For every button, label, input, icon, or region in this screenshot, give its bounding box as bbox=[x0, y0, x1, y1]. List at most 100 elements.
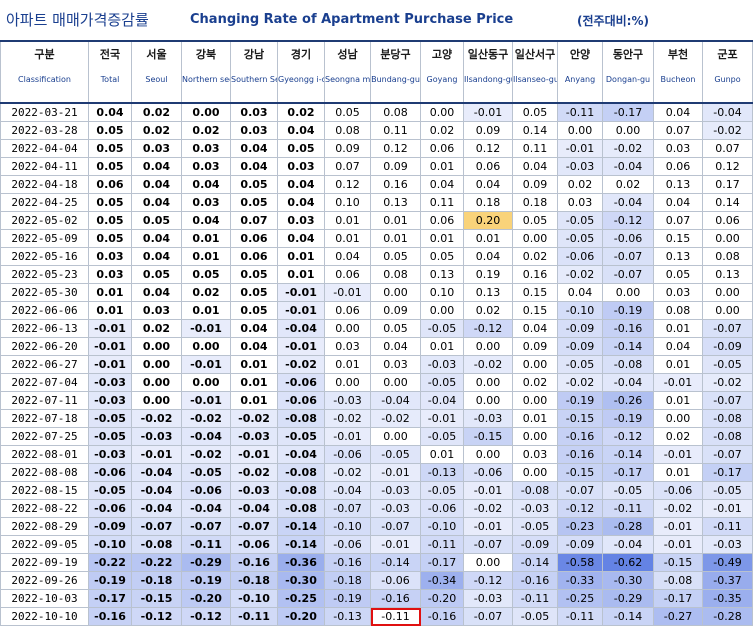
table-row: 2022-03-28 0.05 0.02 0.02 0.03 0.04 0.08 0.11 0.… bbox=[0, 121, 753, 140]
cell-gyeongg-i-do: -0.08 bbox=[277, 499, 325, 518]
cell-gyeongg-i-do: -0.25 bbox=[277, 589, 325, 608]
cell-southern-seoul: -0.11 bbox=[230, 607, 278, 626]
cell-bucheon: 0.13 bbox=[653, 175, 703, 194]
header-ilsandong: 일산동구 Ilsandong-gu bbox=[463, 40, 513, 104]
cell-seoul: -0.22 bbox=[131, 553, 182, 572]
cell-bucheon: -0.27 bbox=[653, 607, 703, 626]
cell-seongna-m: 0.04 bbox=[324, 247, 371, 266]
cell-ilsandong-gu: -0.02 bbox=[463, 355, 513, 374]
cell-seoul: 0.05 bbox=[131, 265, 182, 284]
header-ilsanseo: 일산서구 Ilsanseo-gu bbox=[512, 40, 558, 104]
cell-bundang-gu: 0.12 bbox=[370, 139, 421, 158]
cell-southern-seoul: 0.05 bbox=[230, 265, 278, 284]
cell-ilsandong-gu: -0.03 bbox=[463, 409, 513, 428]
cell-northern-seoul: -0.11 bbox=[181, 535, 231, 554]
cell-anyang: -0.15 bbox=[557, 409, 603, 428]
cell-seoul: -0.04 bbox=[131, 463, 182, 482]
row-date: 2022-05-23 bbox=[0, 265, 89, 284]
cell-bucheon: 0.04 bbox=[653, 102, 703, 122]
cell-dongan-gu: -0.29 bbox=[602, 589, 654, 608]
cell-seongna-m: 0.01 bbox=[324, 355, 371, 374]
cell-southern-seoul: 0.05 bbox=[230, 193, 278, 212]
cell-gunpo: 0.00 bbox=[702, 229, 753, 248]
table-row: 2022-08-15 -0.05 -0.04 -0.06 -0.03 -0.08 -0.04… bbox=[0, 481, 753, 500]
cell-ilsanseo-gu: 0.09 bbox=[512, 337, 558, 356]
cell-total: 0.03 bbox=[88, 265, 132, 284]
cell-total: -0.03 bbox=[88, 391, 132, 410]
cell-goyang: -0.01 bbox=[420, 409, 464, 428]
cell-seongna-m: -0.02 bbox=[324, 463, 371, 482]
cell-goyang: 0.01 bbox=[420, 445, 464, 464]
cell-seoul: -0.08 bbox=[131, 535, 182, 554]
cell-gyeongg-i-do: -0.20 bbox=[277, 607, 325, 626]
cell-total: -0.06 bbox=[88, 463, 132, 482]
cell-southern-seoul: 0.01 bbox=[230, 373, 278, 392]
cell-bundang-gu: 0.01 bbox=[370, 229, 421, 248]
cell-northern-seoul: -0.02 bbox=[181, 445, 231, 464]
cell-seoul: -0.15 bbox=[131, 589, 182, 608]
header-seoul: 서울 Seoul bbox=[131, 40, 182, 104]
cell-northern-seoul: 0.02 bbox=[181, 121, 231, 140]
cell-gunpo: -0.02 bbox=[702, 373, 753, 392]
cell-southern-seoul: 0.06 bbox=[230, 229, 278, 248]
cell-ilsanseo-gu: 0.00 bbox=[512, 355, 558, 374]
cell-bundang-gu: 0.01 bbox=[370, 211, 421, 230]
cell-bundang-gu: 0.00 bbox=[370, 283, 421, 302]
cell-anyang: -0.05 bbox=[557, 355, 603, 374]
cell-ilsandong-gu: 0.00 bbox=[463, 553, 513, 572]
cell-seoul: 0.03 bbox=[131, 301, 182, 320]
cell-bucheon: 0.00 bbox=[653, 409, 703, 428]
cell-anyang: -0.02 bbox=[557, 373, 603, 392]
table-row: 2022-06-13 -0.01 0.02 -0.01 0.04 -0.04 0.00 0.0… bbox=[0, 319, 753, 338]
header-bundang: 분당구 Bundang-gu bbox=[370, 40, 421, 104]
cell-bundang-gu: 0.13 bbox=[370, 193, 421, 212]
cell-anyang: -0.03 bbox=[557, 157, 603, 176]
cell-bundang-gu: 0.09 bbox=[370, 157, 421, 176]
row-date: 2022-08-22 bbox=[0, 499, 89, 518]
cell-goyang: 0.06 bbox=[420, 139, 464, 158]
cell-bucheon: 0.01 bbox=[653, 319, 703, 338]
cell-ilsanseo-gu: 0.04 bbox=[512, 157, 558, 176]
cell-southern-seoul: 0.03 bbox=[230, 121, 278, 140]
cell-gunpo: 0.12 bbox=[702, 157, 753, 176]
cell-seongna-m: -0.06 bbox=[324, 445, 371, 464]
row-date: 2022-07-04 bbox=[0, 373, 89, 392]
cell-gyeongg-i-do: 0.04 bbox=[277, 229, 325, 248]
cell-southern-seoul: -0.06 bbox=[230, 535, 278, 554]
cell-dongan-gu: 0.00 bbox=[602, 283, 654, 302]
cell-seoul: -0.03 bbox=[131, 427, 182, 446]
cell-bundang-gu: 0.16 bbox=[370, 175, 421, 194]
cell-bucheon: -0.02 bbox=[653, 499, 703, 518]
cell-dongan-gu: -0.08 bbox=[602, 355, 654, 374]
cell-goyang: 0.01 bbox=[420, 229, 464, 248]
cell-ilsandong-gu: 0.13 bbox=[463, 283, 513, 302]
cell-seongna-m: 0.01 bbox=[324, 211, 371, 230]
row-date: 2022-08-29 bbox=[0, 517, 89, 536]
row-date: 2022-10-03 bbox=[0, 589, 89, 608]
cell-bucheon: 0.05 bbox=[653, 265, 703, 284]
cell-seoul: 0.04 bbox=[131, 229, 182, 248]
cell-seoul: 0.00 bbox=[131, 373, 182, 392]
cell-southern-seoul: -0.07 bbox=[230, 517, 278, 536]
table-row: 2022-07-04 -0.03 0.00 0.00 0.01 -0.06 0.00 0.00… bbox=[0, 373, 753, 392]
cell-goyang: -0.16 bbox=[420, 607, 464, 626]
cell-bundang-gu: -0.03 bbox=[370, 499, 421, 518]
row-date: 2022-06-13 bbox=[0, 319, 89, 338]
cell-gunpo: -0.01 bbox=[702, 499, 753, 518]
header-dongan: 동안구 Dongan-gu bbox=[602, 40, 654, 104]
cell-seongna-m: 0.07 bbox=[324, 157, 371, 176]
cell-gyeongg-i-do: 0.01 bbox=[277, 265, 325, 284]
cell-total: 0.05 bbox=[88, 157, 132, 176]
table-row: 2022-06-27 -0.01 0.00 -0.01 0.01 -0.02 0.01 0.0… bbox=[0, 355, 753, 374]
cell-anyang: -0.09 bbox=[557, 535, 603, 554]
cell-gyeongg-i-do: -0.14 bbox=[277, 517, 325, 536]
row-date: 2022-04-25 bbox=[0, 193, 89, 212]
cell-bucheon: 0.13 bbox=[653, 247, 703, 266]
table-row: 2022-06-20 -0.01 0.00 0.00 0.04 -0.01 0.03 0.04… bbox=[0, 337, 753, 356]
cell-gunpo: -0.49 bbox=[702, 553, 753, 572]
cell-seongna-m: -0.03 bbox=[324, 391, 371, 410]
cell-total: 0.05 bbox=[88, 193, 132, 212]
